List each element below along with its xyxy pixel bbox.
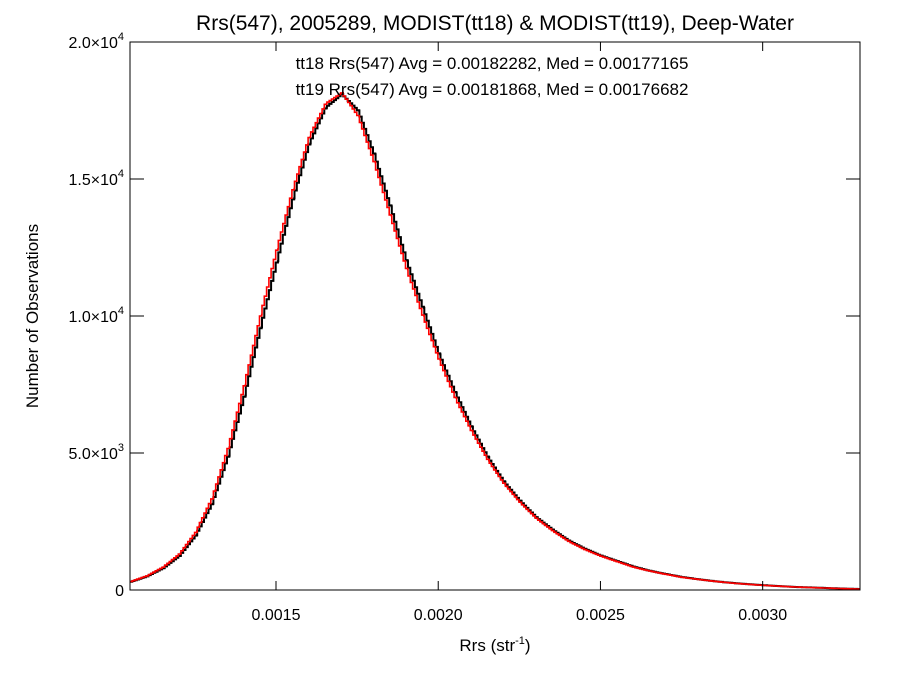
x-tick-label: 0.0020 xyxy=(414,607,463,624)
chart-title: Rrs(547), 2005289, MODIST(tt18) & MODIST… xyxy=(196,12,794,35)
series-tt19-line xyxy=(130,91,861,590)
y-tick-label: 0 xyxy=(115,583,124,600)
x-tick-label: 0.0015 xyxy=(252,607,301,624)
tt19-stats-annotation: tt19 Rrs(547) Avg = 0.00181868, Med = 0.… xyxy=(296,80,689,99)
x-axis-label: Rrs (str-1) xyxy=(459,635,530,655)
y-tick-label: 1.5×104 xyxy=(68,168,124,189)
y-axis-label: Number of Observations xyxy=(23,224,42,408)
plot-frame xyxy=(129,41,861,591)
y-tick-label: 5.0×103 xyxy=(68,442,124,463)
series-tt18-line xyxy=(130,93,860,590)
x-axis-label-tail: ) xyxy=(525,636,531,655)
y-tick-label: 1.0×104 xyxy=(68,305,124,326)
x-axis-label-main: Rrs (str xyxy=(459,636,515,655)
x-tick-label: 0.0025 xyxy=(576,607,625,624)
x-axis-label-exponent: -1 xyxy=(515,635,525,647)
series-layer xyxy=(130,91,861,590)
x-tick-label: 0.0030 xyxy=(738,607,787,624)
tt18-stats-annotation: tt18 Rrs(547) Avg = 0.00182282, Med = 0.… xyxy=(296,54,689,73)
axes-layer: 0.0015 0.0020 0.0025 0.0030 0 5.0×103 1.0×104 1… xyxy=(68,31,860,624)
y-tick-label: 2.0×104 xyxy=(68,31,124,52)
